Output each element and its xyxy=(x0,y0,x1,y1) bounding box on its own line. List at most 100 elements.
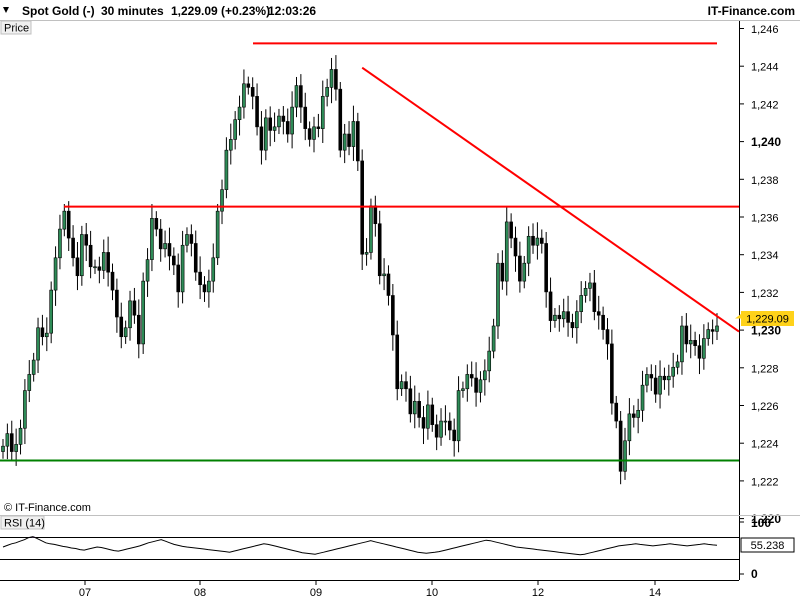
candle xyxy=(662,367,667,390)
x-axis: 07 08 09 10 12 14 xyxy=(79,580,661,599)
candle xyxy=(123,320,128,344)
candle xyxy=(434,414,439,451)
candle xyxy=(71,225,75,267)
candle xyxy=(671,352,675,388)
candle xyxy=(80,225,84,286)
candle xyxy=(623,427,627,480)
candle xyxy=(255,83,259,136)
candle xyxy=(62,203,67,237)
price-tick-label: 1,224 xyxy=(751,439,779,451)
x-tick-label: 08 xyxy=(194,587,206,599)
price-tick-label: 1,240 xyxy=(751,135,781,149)
candle xyxy=(553,308,557,328)
candle xyxy=(312,116,316,153)
price-tick-label: 1,228 xyxy=(751,363,779,375)
candle xyxy=(307,121,312,147)
candle xyxy=(9,420,14,461)
candle xyxy=(566,295,570,337)
candle xyxy=(246,76,251,95)
price-tick-label: 1,238 xyxy=(751,175,779,187)
candle xyxy=(198,256,202,300)
candle xyxy=(211,243,216,293)
candle xyxy=(141,272,145,354)
candle xyxy=(710,319,715,345)
price-label-box xyxy=(0,20,32,35)
rsi-tick-0: 0 xyxy=(751,567,758,581)
candle xyxy=(684,313,689,353)
candle xyxy=(272,112,277,142)
price-tick-label: 1,234 xyxy=(751,250,779,262)
price-panel-label: Price xyxy=(4,23,29,35)
candle xyxy=(224,137,229,199)
candle xyxy=(40,314,45,346)
candle xyxy=(1,439,5,459)
candle xyxy=(649,364,654,391)
last-price-value: 1,229.09 xyxy=(746,314,789,326)
candle xyxy=(329,57,334,104)
candle xyxy=(259,111,264,165)
candle xyxy=(430,397,435,432)
candle xyxy=(408,375,413,423)
candle xyxy=(645,367,649,393)
candle xyxy=(119,302,124,349)
candle xyxy=(404,371,408,402)
candle xyxy=(58,214,62,270)
candle xyxy=(233,111,237,150)
candle xyxy=(443,405,448,436)
price-tick-label: 1,232 xyxy=(751,288,779,300)
candle xyxy=(66,201,71,251)
candles xyxy=(1,55,719,485)
candle xyxy=(618,411,623,485)
candle xyxy=(294,76,299,118)
candle xyxy=(504,206,509,296)
candle xyxy=(264,109,268,161)
candle xyxy=(180,230,185,304)
candle xyxy=(176,253,181,308)
candle xyxy=(395,320,400,401)
candle xyxy=(474,362,478,407)
candle xyxy=(421,405,426,445)
candle xyxy=(325,78,329,107)
candle xyxy=(386,265,391,306)
candle xyxy=(5,423,10,460)
rsi-panel-label: RSI (14) xyxy=(4,518,45,530)
candle xyxy=(539,229,544,254)
candle xyxy=(391,284,395,351)
candle xyxy=(303,92,308,141)
candle xyxy=(150,203,154,272)
candle xyxy=(27,360,32,403)
x-tick-label: 07 xyxy=(79,587,91,599)
candle xyxy=(351,105,356,161)
candle xyxy=(715,313,719,340)
candle xyxy=(575,300,579,344)
candle xyxy=(347,121,351,156)
candle xyxy=(483,359,487,396)
candle xyxy=(220,179,224,225)
candle xyxy=(631,405,636,428)
candle xyxy=(697,334,702,375)
candle xyxy=(439,408,443,446)
candle xyxy=(316,113,321,138)
candle xyxy=(23,379,27,445)
candle xyxy=(706,322,711,346)
candle xyxy=(277,108,281,135)
candle xyxy=(202,276,207,302)
candle xyxy=(465,364,470,402)
last-price-tag-bg xyxy=(741,311,794,326)
candle xyxy=(215,203,220,265)
price-tick-label: 1,242 xyxy=(751,99,779,111)
collapse-icon[interactable] xyxy=(3,7,9,13)
candle xyxy=(548,277,553,333)
last-price-tag: 1,229.09 xyxy=(735,311,794,326)
rsi-value-box xyxy=(740,537,795,553)
candle xyxy=(154,211,159,237)
candle xyxy=(509,213,513,249)
candle xyxy=(544,231,548,308)
candle xyxy=(653,365,658,403)
candle xyxy=(167,227,172,271)
chart-header: Spot Gold (-) 30 minutes 1,229.09 (+0.23… xyxy=(3,4,795,18)
candle xyxy=(447,412,452,441)
candle xyxy=(163,230,167,258)
candle xyxy=(500,250,505,290)
candle xyxy=(535,222,540,260)
